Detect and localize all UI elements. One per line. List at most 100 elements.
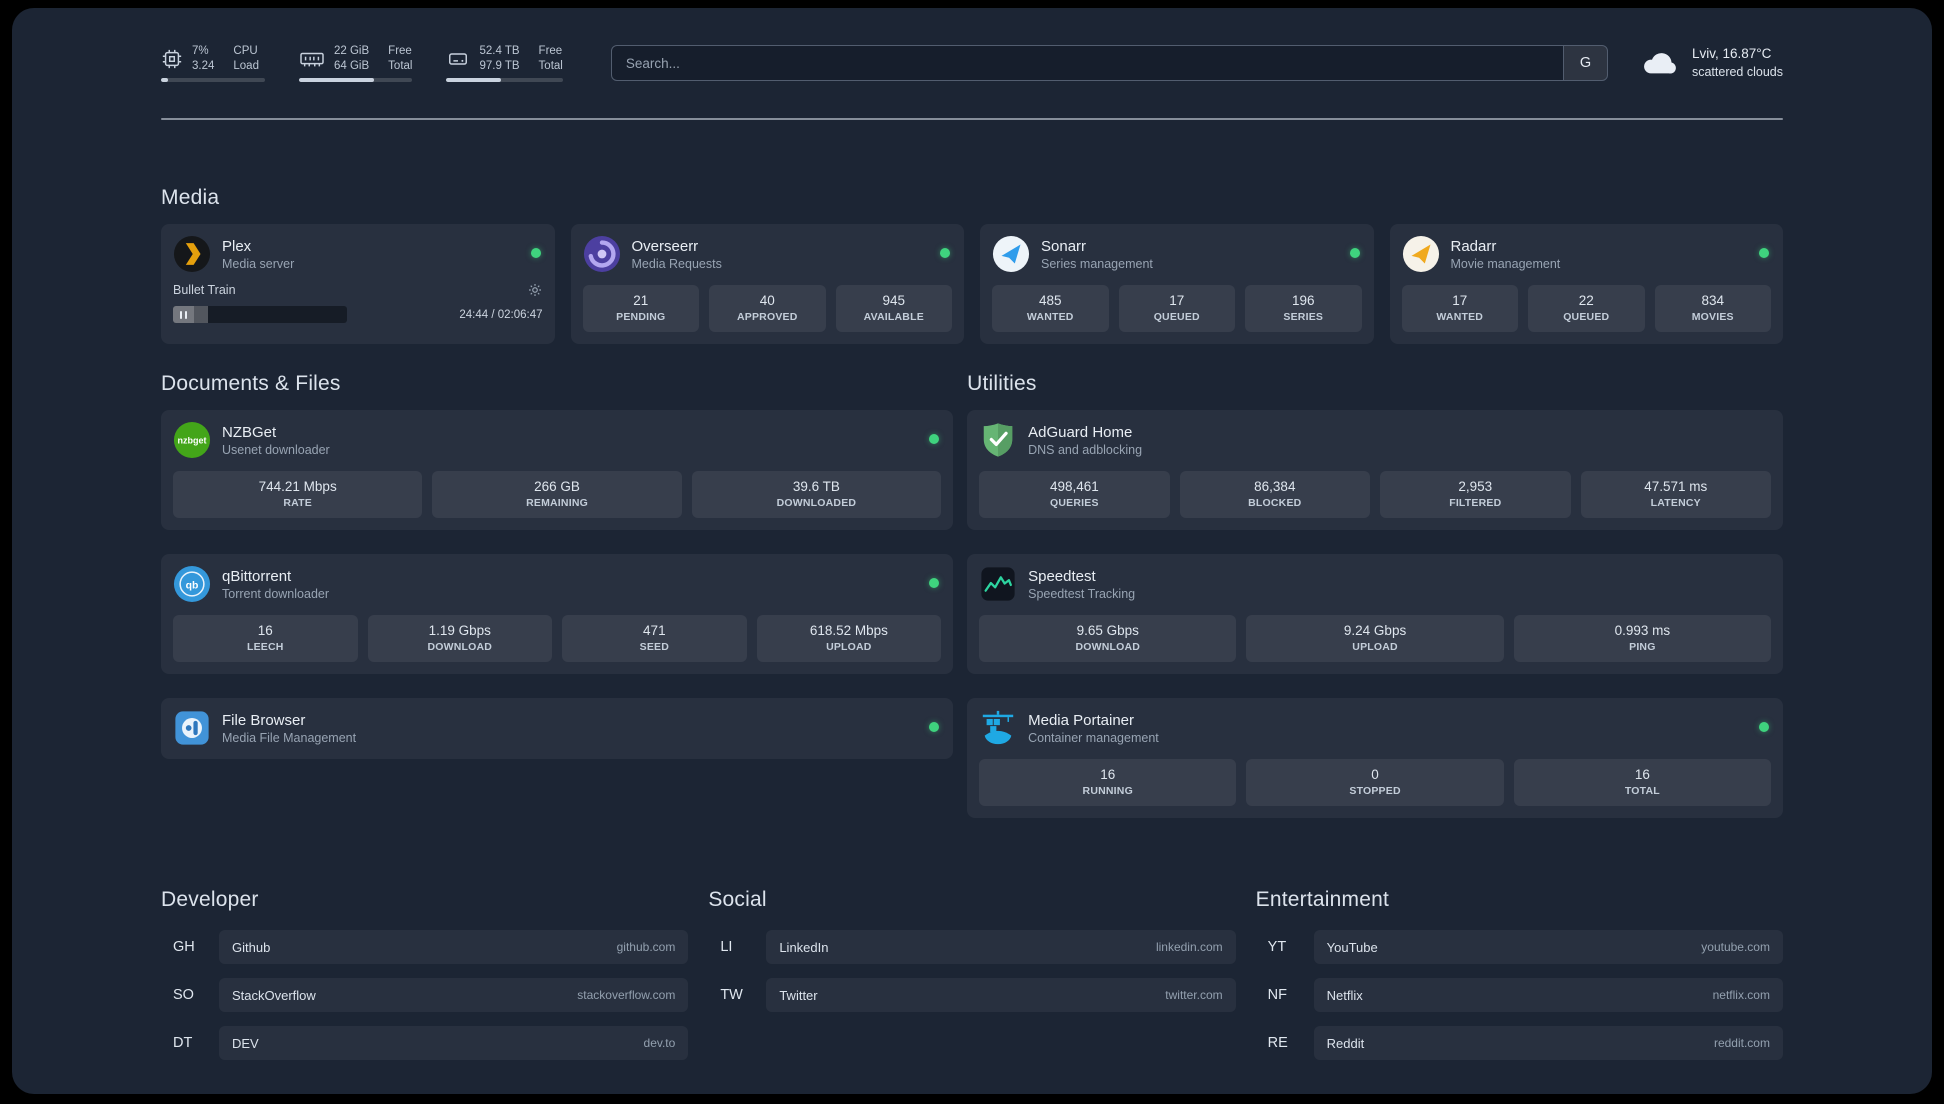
bookmark-dev[interactable]: DT DEV dev.to bbox=[161, 1026, 689, 1060]
service-subtitle: Container management bbox=[1028, 730, 1159, 745]
service-name: File Browser bbox=[222, 711, 306, 729]
stat-label: LEECH bbox=[246, 641, 284, 653]
status-online-dot bbox=[929, 434, 940, 444]
service-subtitle: Torrent downloader bbox=[222, 586, 330, 601]
stat-value: 744.21 Mbps bbox=[258, 479, 337, 494]
media-cards-row: Plex Media server Bullet Train bbox=[161, 224, 1783, 344]
service-card-adguard[interactable]: AdGuard Home DNS and adblocking 498,461 … bbox=[967, 410, 1783, 530]
svg-text:nzbget: nzbget bbox=[177, 435, 206, 445]
service-subtitle: DNS and adblocking bbox=[1028, 442, 1143, 457]
service-name: qBittorrent bbox=[222, 567, 292, 585]
stat-label: AVAILABLE bbox=[863, 311, 924, 323]
stat-value: 22 bbox=[1578, 293, 1594, 308]
bookmark-abbr: NF bbox=[1267, 987, 1287, 1003]
service-name: AdGuard Home bbox=[1028, 423, 1133, 441]
bookmark-youtube[interactable]: YT YouTube youtube.com bbox=[1256, 930, 1783, 964]
memory-label-top: Free bbox=[388, 45, 412, 58]
bookmark-github[interactable]: GH Github github.com bbox=[161, 930, 689, 964]
bookmark-abbr: GH bbox=[173, 939, 195, 955]
bookmark-linkedin[interactable]: LI LinkedIn linkedin.com bbox=[708, 930, 1236, 964]
stat-label: QUEUED bbox=[1153, 311, 1200, 323]
service-card-overseerr[interactable]: Overseerr Media Requests 21 PENDING 40 A… bbox=[570, 224, 964, 344]
service-name: Media Portainer bbox=[1028, 711, 1134, 729]
cpu-icon bbox=[161, 48, 183, 70]
service-subtitle: Media server bbox=[222, 256, 295, 271]
bookmark-url: linkedin.com bbox=[1155, 940, 1223, 954]
stat-value: 618.52 Mbps bbox=[809, 623, 888, 638]
gear-icon[interactable] bbox=[527, 282, 543, 298]
bookmark-abbr: LI bbox=[720, 939, 733, 955]
playback-progress-bar[interactable] bbox=[173, 306, 347, 323]
bookmark-group-entertainment: Entertainment YT YouTube youtube.com NF … bbox=[1256, 888, 1783, 1074]
filebrowser-icon bbox=[173, 709, 211, 747]
stat-tile: 16 RUNNING bbox=[979, 759, 1237, 806]
stat-tile: 2,953 FILTERED bbox=[1380, 471, 1571, 518]
pause-button[interactable] bbox=[173, 306, 194, 323]
status-online-dot bbox=[1759, 248, 1769, 258]
cloud-icon bbox=[1638, 47, 1682, 79]
weather-condition: scattered clouds bbox=[1691, 64, 1783, 79]
stat-value: 498,461 bbox=[1049, 479, 1099, 494]
service-subtitle: Media File Management bbox=[222, 730, 357, 745]
service-card-speedtest[interactable]: Speedtest Speedtest Tracking 9.65 Gbps D… bbox=[967, 554, 1783, 674]
bookmark-url: reddit.com bbox=[1713, 1036, 1770, 1050]
bookmark-name: Netflix bbox=[1326, 987, 1363, 1003]
nzbget-icon: nzbget bbox=[173, 421, 211, 459]
search-input[interactable] bbox=[611, 46, 1563, 80]
bookmarks-row: Developer GH Github github.com SO StackO… bbox=[161, 888, 1783, 1094]
stat-tile: 9.65 Gbps DOWNLOAD bbox=[979, 615, 1237, 662]
service-card-filebrowser[interactable]: File Browser Media File Management bbox=[161, 698, 954, 759]
bookmark-name: Github bbox=[232, 939, 271, 955]
cpu-label-top: CPU bbox=[233, 45, 258, 58]
stat-value: 2,953 bbox=[1458, 479, 1493, 494]
service-card-qbittorrent[interactable]: qb qBittorrent Torrent downloader 16 LEE… bbox=[161, 554, 954, 674]
bookmark-stackoverflow[interactable]: SO StackOverflow stackoverflow.com bbox=[161, 978, 689, 1012]
service-subtitle: Speedtest Tracking bbox=[1028, 586, 1136, 601]
bookmark-abbr: SO bbox=[173, 987, 194, 1003]
section-title-entertainment: Entertainment bbox=[1255, 888, 1389, 911]
sonarr-icon bbox=[992, 235, 1030, 273]
bookmark-url: youtube.com bbox=[1701, 940, 1770, 954]
stat-label: DOWNLOAD bbox=[427, 641, 493, 653]
section-title-documents: Documents & Files bbox=[161, 372, 341, 395]
service-card-plex[interactable]: Plex Media server Bullet Train bbox=[161, 224, 555, 344]
bookmark-twitter[interactable]: TW Twitter twitter.com bbox=[708, 978, 1236, 1012]
stat-label: STOPPED bbox=[1349, 785, 1401, 797]
service-card-radarr[interactable]: Radarr Movie management 17 WANTED 22 QUE… bbox=[1389, 224, 1783, 344]
service-card-sonarr[interactable]: Sonarr Series management 485 WANTED 17 Q… bbox=[980, 224, 1374, 344]
stat-value: 17 bbox=[1169, 293, 1185, 308]
bookmark-name: DEV bbox=[232, 1035, 259, 1051]
service-card-nzbget[interactable]: nzbget NZBGet Usenet downloader 744.21 M… bbox=[161, 410, 954, 530]
stat-label: LATENCY bbox=[1650, 497, 1701, 509]
stat-value: 834 bbox=[1701, 293, 1725, 308]
plex-icon bbox=[173, 235, 211, 273]
service-stats: 16 LEECH 1.19 Gbps DOWNLOAD 471 SEED bbox=[173, 615, 942, 662]
now-playing-title: Bullet Train bbox=[173, 283, 236, 297]
stat-label: APPROVED bbox=[736, 311, 798, 323]
status-online-dot bbox=[929, 722, 940, 732]
service-card-portainer[interactable]: Media Portainer Container management 16 … bbox=[967, 698, 1783, 818]
bookmark-url: github.com bbox=[616, 940, 676, 954]
stat-label: PENDING bbox=[616, 311, 666, 323]
service-name: Radarr bbox=[1450, 237, 1497, 255]
stat-label: QUERIES bbox=[1050, 497, 1099, 509]
service-name: Overseerr bbox=[631, 237, 699, 255]
service-stats: 498,461 QUERIES 86,384 BLOCKED 2,953 FIL… bbox=[979, 471, 1771, 518]
search-provider-button[interactable]: G bbox=[1562, 46, 1607, 80]
disk-free-value: 52.4 TB bbox=[479, 45, 520, 58]
portainer-icon bbox=[979, 709, 1017, 747]
stat-value: 47.571 ms bbox=[1644, 479, 1708, 494]
bookmark-abbr: DT bbox=[173, 1035, 193, 1051]
stat-tile: 498,461 QUERIES bbox=[979, 471, 1170, 518]
bookmark-reddit[interactable]: RE Reddit reddit.com bbox=[1256, 1026, 1783, 1060]
stat-value: 266 GB bbox=[534, 479, 580, 494]
bookmark-abbr: RE bbox=[1267, 1035, 1288, 1051]
bookmark-url: stackoverflow.com bbox=[577, 988, 676, 1002]
radarr-icon bbox=[1402, 235, 1440, 273]
bookmark-netflix[interactable]: NF Netflix netflix.com bbox=[1256, 978, 1783, 1012]
cpu-label-bottom: Load bbox=[233, 60, 259, 72]
section-title-social: Social bbox=[708, 888, 767, 911]
stat-label: DOWNLOADED bbox=[776, 497, 857, 509]
stat-label: MOVIES bbox=[1691, 311, 1734, 323]
memory-total-value: 64 GiB bbox=[334, 60, 370, 72]
